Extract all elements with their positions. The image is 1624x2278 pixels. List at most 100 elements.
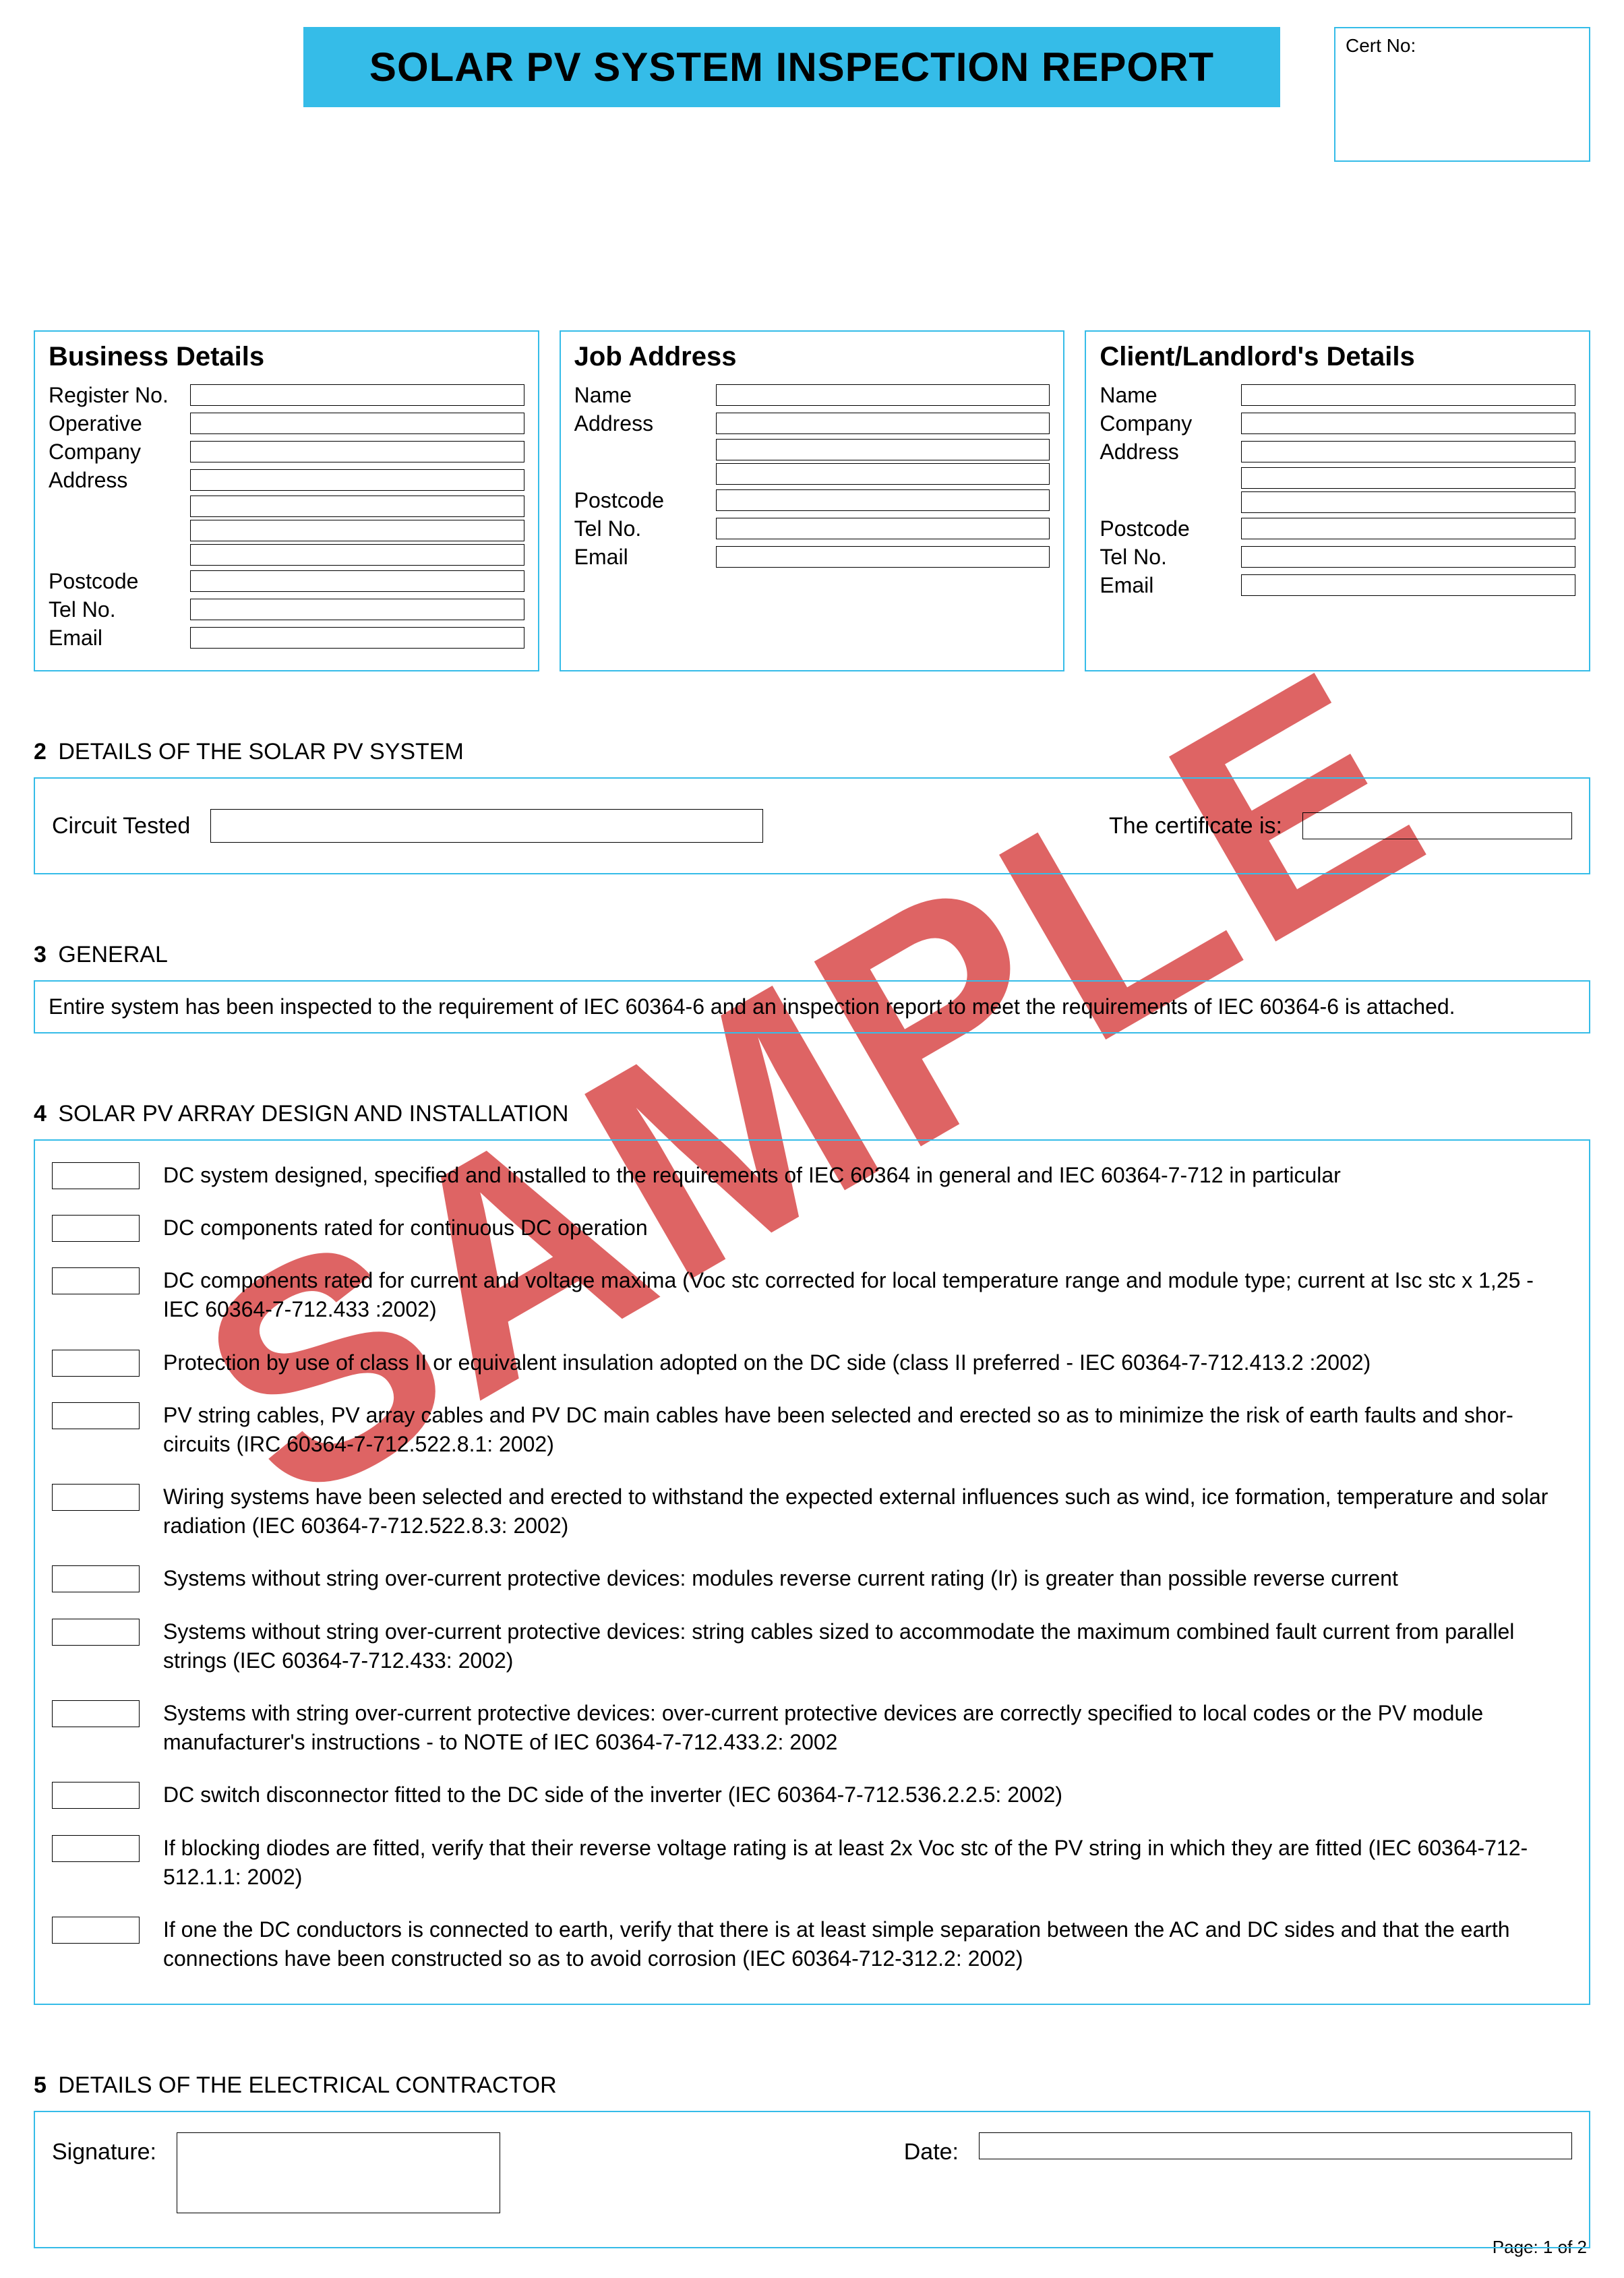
circuit-tested-label: Circuit Tested — [52, 813, 190, 839]
business-details-box: Business Details Register No. Operative … — [34, 330, 539, 671]
check-row-11: If one the DC conductors is connected to… — [52, 1915, 1572, 1973]
label-job-postcode: Postcode — [574, 488, 716, 513]
label-job-email: Email — [574, 545, 716, 570]
title-banner: SOLAR PV SYSTEM INSPECTION REPORT — [303, 27, 1280, 107]
input-client-name[interactable] — [1241, 384, 1575, 406]
check-text-2: DC components rated for current and volt… — [163, 1266, 1572, 1324]
input-client-postcode[interactable] — [1241, 518, 1575, 539]
signature-label: Signature: — [52, 2132, 156, 2165]
label-operative: Operative — [49, 411, 190, 436]
check-box-1[interactable] — [52, 1215, 140, 1242]
check-text-8: Systems with string over-current protect… — [163, 1699, 1572, 1757]
check-box-5[interactable] — [52, 1484, 140, 1511]
check-row-8: Systems with string over-current protect… — [52, 1699, 1572, 1757]
label-register-no: Register No. — [49, 383, 190, 408]
input-client-address-3[interactable] — [1241, 491, 1575, 513]
input-job-address-1[interactable] — [716, 413, 1050, 434]
label-company: Company — [49, 440, 190, 464]
input-address-4[interactable] — [190, 544, 524, 566]
input-email[interactable] — [190, 627, 524, 649]
cert-no-box[interactable]: Cert No: — [1334, 27, 1590, 162]
check-box-6[interactable] — [52, 1565, 140, 1592]
input-client-tel[interactable] — [1241, 546, 1575, 568]
label-client-name: Name — [1100, 383, 1241, 408]
input-register-no[interactable] — [190, 384, 524, 406]
label-postcode: Postcode — [49, 569, 190, 594]
label-client-tel: Tel No. — [1100, 545, 1241, 570]
sec4-title: SOLAR PV ARRAY DESIGN AND INSTALLATION — [58, 1101, 568, 1127]
label-job-tel: Tel No. — [574, 516, 716, 541]
sec4-heading: 4 SOLAR PV ARRAY DESIGN AND INSTALLATION — [34, 1101, 1590, 1127]
check-text-3: Protection by use of class II or equival… — [163, 1348, 1572, 1377]
check-row-7: Systems without string over-current prot… — [52, 1617, 1572, 1675]
check-text-4: PV string cables, PV array cables and PV… — [163, 1401, 1572, 1459]
sec3-box: Entire system has been inspected to the … — [34, 980, 1590, 1033]
input-job-tel[interactable] — [716, 518, 1050, 539]
check-box-8[interactable] — [52, 1700, 140, 1727]
certificate-is-input[interactable] — [1302, 812, 1572, 839]
check-box-0[interactable] — [52, 1162, 140, 1189]
input-client-company[interactable] — [1241, 413, 1575, 434]
signature-input[interactable] — [177, 2132, 500, 2213]
sec5-box: Signature: Date: — [34, 2111, 1590, 2248]
check-box-7[interactable] — [52, 1619, 140, 1646]
sec2-heading: 2 DETAILS OF THE SOLAR PV SYSTEM — [34, 739, 1590, 765]
check-box-9[interactable] — [52, 1782, 140, 1809]
sec3-title: GENERAL — [58, 942, 168, 967]
sec4-box: DC system designed, specified and instal… — [34, 1139, 1590, 2006]
input-job-address-2[interactable] — [716, 439, 1050, 460]
sec2-title: DETAILS OF THE SOLAR PV SYSTEM — [58, 739, 463, 765]
input-address-3[interactable] — [190, 520, 524, 541]
date-input[interactable] — [979, 2132, 1572, 2159]
sec5-heading: 5 DETAILS OF THE ELECTRICAL CONTRACTOR — [34, 2072, 1590, 2099]
certificate-is-label: The certificate is: — [1109, 813, 1282, 839]
check-row-3: Protection by use of class II or equival… — [52, 1348, 1572, 1377]
check-box-4[interactable] — [52, 1402, 140, 1429]
label-client-company: Company — [1100, 411, 1241, 436]
input-company[interactable] — [190, 441, 524, 462]
label-client-postcode: Postcode — [1100, 516, 1241, 541]
label-email: Email — [49, 626, 190, 651]
input-client-address-2[interactable] — [1241, 467, 1575, 489]
sec2-num: 2 — [34, 739, 47, 765]
sec2-box: Circuit Tested The certificate is: — [34, 777, 1590, 874]
check-box-10[interactable] — [52, 1835, 140, 1862]
circuit-tested-input[interactable] — [210, 809, 763, 843]
header-row: SOLAR PV SYSTEM INSPECTION REPORT Cert N… — [34, 27, 1590, 162]
input-address-1[interactable] — [190, 469, 524, 491]
label-job-name: Name — [574, 383, 716, 408]
job-address-box: Job Address Name Address Postcode Tel No… — [560, 330, 1065, 671]
check-box-11[interactable] — [52, 1917, 140, 1944]
label-tel: Tel No. — [49, 597, 190, 622]
client-heading: Client/Landlord's Details — [1100, 342, 1575, 372]
input-client-email[interactable] — [1241, 574, 1575, 596]
sec5-num: 5 — [34, 2072, 47, 2098]
check-row-9: DC switch disconnector fitted to the DC … — [52, 1780, 1572, 1809]
input-postcode[interactable] — [190, 570, 524, 592]
check-text-6: Systems without string over-current prot… — [163, 1564, 1572, 1593]
check-text-0: DC system designed, specified and instal… — [163, 1161, 1572, 1190]
input-job-address-3[interactable] — [716, 463, 1050, 485]
label-job-address: Address — [574, 411, 716, 436]
label-client-email: Email — [1100, 573, 1241, 598]
input-job-name[interactable] — [716, 384, 1050, 406]
input-job-postcode[interactable] — [716, 489, 1050, 511]
check-text-7: Systems without string over-current prot… — [163, 1617, 1572, 1675]
sec4-num: 4 — [34, 1101, 47, 1127]
check-text-1: DC components rated for continuous DC op… — [163, 1213, 1572, 1242]
check-text-10: If blocking diodes are fitted, verify th… — [163, 1834, 1572, 1892]
details-row: Business Details Register No. Operative … — [34, 330, 1590, 671]
business-heading: Business Details — [49, 342, 524, 372]
label-client-address: Address — [1100, 440, 1241, 464]
check-box-3[interactable] — [52, 1350, 140, 1377]
input-client-address-1[interactable] — [1241, 441, 1575, 462]
check-row-5: Wiring systems have been selected and er… — [52, 1482, 1572, 1540]
check-row-2: DC components rated for current and volt… — [52, 1266, 1572, 1324]
check-box-2[interactable] — [52, 1267, 140, 1294]
input-address-2[interactable] — [190, 496, 524, 517]
job-heading: Job Address — [574, 342, 1050, 372]
input-tel[interactable] — [190, 599, 524, 620]
input-operative[interactable] — [190, 413, 524, 434]
client-details-box: Client/Landlord's Details Name Company A… — [1085, 330, 1590, 671]
input-job-email[interactable] — [716, 546, 1050, 568]
